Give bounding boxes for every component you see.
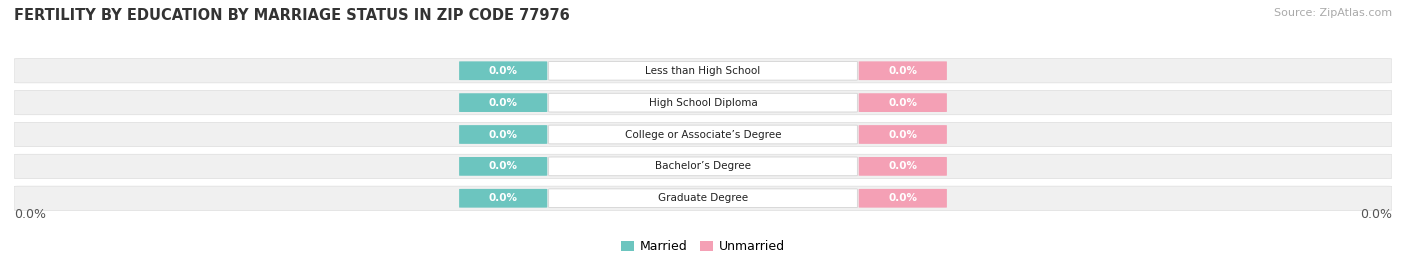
FancyBboxPatch shape — [14, 186, 1392, 210]
FancyBboxPatch shape — [460, 189, 547, 208]
Text: Less than High School: Less than High School — [645, 66, 761, 76]
Text: FERTILITY BY EDUCATION BY MARRIAGE STATUS IN ZIP CODE 77976: FERTILITY BY EDUCATION BY MARRIAGE STATU… — [14, 8, 569, 23]
FancyBboxPatch shape — [859, 61, 946, 80]
Text: 0.0%: 0.0% — [489, 66, 517, 76]
FancyBboxPatch shape — [460, 93, 547, 112]
Text: High School Diploma: High School Diploma — [648, 98, 758, 108]
Text: Graduate Degree: Graduate Degree — [658, 193, 748, 203]
FancyBboxPatch shape — [14, 59, 1392, 83]
Legend: Married, Unmarried: Married, Unmarried — [616, 235, 790, 259]
Text: 0.0%: 0.0% — [1360, 208, 1392, 221]
Text: 0.0%: 0.0% — [489, 129, 517, 140]
FancyBboxPatch shape — [548, 61, 858, 80]
FancyBboxPatch shape — [859, 189, 946, 208]
FancyBboxPatch shape — [460, 125, 547, 144]
Text: 0.0%: 0.0% — [889, 193, 917, 203]
FancyBboxPatch shape — [460, 157, 547, 176]
FancyBboxPatch shape — [460, 61, 547, 80]
FancyBboxPatch shape — [548, 189, 858, 208]
Text: 0.0%: 0.0% — [889, 98, 917, 108]
FancyBboxPatch shape — [14, 122, 1392, 147]
FancyBboxPatch shape — [14, 90, 1392, 115]
Text: 0.0%: 0.0% — [489, 98, 517, 108]
Text: College or Associate’s Degree: College or Associate’s Degree — [624, 129, 782, 140]
FancyBboxPatch shape — [548, 93, 858, 112]
Text: 0.0%: 0.0% — [14, 208, 46, 221]
FancyBboxPatch shape — [548, 157, 858, 176]
FancyBboxPatch shape — [14, 154, 1392, 179]
FancyBboxPatch shape — [859, 93, 946, 112]
Text: 0.0%: 0.0% — [489, 193, 517, 203]
FancyBboxPatch shape — [548, 125, 858, 144]
Text: 0.0%: 0.0% — [889, 66, 917, 76]
Text: Bachelor’s Degree: Bachelor’s Degree — [655, 161, 751, 171]
FancyBboxPatch shape — [859, 157, 946, 176]
Text: Source: ZipAtlas.com: Source: ZipAtlas.com — [1274, 8, 1392, 18]
FancyBboxPatch shape — [859, 125, 946, 144]
Text: 0.0%: 0.0% — [889, 161, 917, 171]
Text: 0.0%: 0.0% — [489, 161, 517, 171]
Text: 0.0%: 0.0% — [889, 129, 917, 140]
